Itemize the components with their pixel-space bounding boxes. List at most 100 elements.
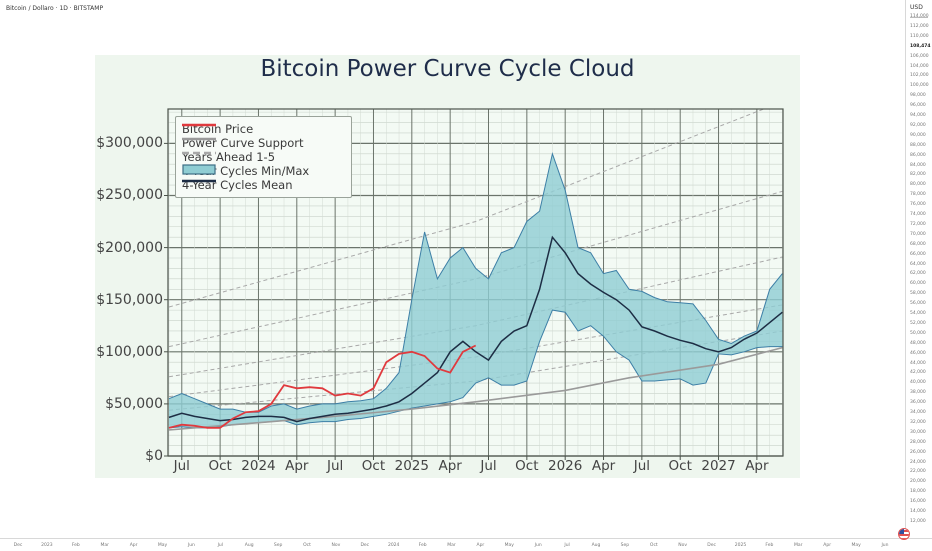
price-label: 100,000 [910, 83, 929, 89]
price-label: 92,000 [910, 122, 926, 128]
x-tick-label: Apr [285, 458, 309, 474]
time-label: Sep [620, 543, 630, 548]
price-label: 54,000 [910, 311, 926, 316]
time-label: 2024 [387, 543, 400, 548]
price-label: 74,000 [910, 212, 926, 217]
y-tick-label: $300,000 [96, 135, 163, 152]
y-tick-label: $0 [145, 448, 163, 464]
price-label: 76,000 [910, 202, 926, 208]
time-label: Sep [273, 543, 283, 548]
time-label: Mar [100, 543, 109, 548]
price-label: 68,000 [910, 241, 926, 247]
time-label: Dec [13, 543, 23, 548]
symbol-title[interactable]: Bitcoin / Dollaro · 1D · BITSTAMP [6, 5, 104, 12]
price-label: 22,000 [910, 469, 926, 475]
time-label: Nov [678, 543, 688, 548]
currency-label[interactable]: USD [910, 4, 923, 11]
x-tick-label: Jul [633, 458, 651, 474]
price-label: 104,000 [910, 63, 929, 69]
price-label: 106,000 [910, 53, 929, 59]
price-label: 34,000 [910, 410, 926, 415]
time-label: Dec [707, 543, 716, 548]
price-label: 78,000 [910, 192, 926, 198]
price-label: 110,000 [910, 33, 929, 39]
price-label: 64,000 [910, 261, 926, 267]
time-label: May [157, 543, 168, 548]
legend-bitcoin-price: Bitcoin Price [182, 122, 253, 136]
x-tick-label: Jul [173, 458, 190, 474]
price-label: 16,000 [910, 499, 926, 505]
price-label: 38,000 [910, 390, 926, 396]
price-label: 96,000 [910, 103, 926, 109]
time-axis[interactable]: Dec 2023 Feb Mar Apr May Jun Jul Aug Sep Oct Nov Dec… [0, 538, 932, 551]
time-label: May [851, 543, 861, 548]
y-tick-label: $100,000 [96, 343, 163, 360]
time-label: Oct [649, 543, 658, 548]
y-tick-label: $150,000 [96, 291, 163, 308]
legend-swatch-price [182, 123, 216, 127]
time-label: Apr [476, 543, 485, 548]
current-price-label: 108,474 [910, 43, 931, 49]
price-label: 84,000 [910, 162, 926, 168]
price-label: 70,000 [910, 231, 926, 237]
us-flag-icon[interactable] [898, 528, 910, 540]
divider [910, 17, 928, 18]
years-ahead-line-4 [168, 190, 783, 348]
time-label: Jul [564, 543, 570, 548]
x-tick-label: Apr [745, 458, 769, 474]
price-label: 14,000 [910, 509, 926, 514]
price-label: 58,000 [910, 291, 926, 297]
price-label: 18,000 [910, 489, 926, 495]
x-tick-label: 2024 [241, 458, 276, 474]
power-curve-support-line [168, 346, 783, 431]
price-label: 52,000 [910, 320, 926, 326]
price-label: 62,000 [910, 271, 926, 277]
legend-years-ahead: Years Ahead 1-5 [182, 150, 275, 164]
legend-swatch-band [182, 164, 216, 175]
x-tick-label: Apr [591, 458, 616, 474]
legend-swatch-years-ahead [182, 151, 216, 155]
time-label: Jun [534, 543, 542, 548]
x-tick-label: 2026 [547, 458, 583, 474]
price-label: 46,000 [910, 350, 926, 356]
price-label: 102,000 [910, 73, 929, 79]
time-label: Feb [71, 543, 80, 548]
price-label: 28,000 [910, 439, 926, 445]
legend-cycles-min-max: 4-Year Cycles Min/Max [182, 164, 309, 178]
price-label: 36,000 [910, 400, 926, 406]
y-tick-label: $200,000 [96, 239, 163, 256]
x-tick-label: Oct [361, 458, 386, 474]
time-label: May [504, 543, 514, 548]
x-tick-label: Jul [326, 458, 344, 474]
price-label: 56,000 [910, 301, 926, 307]
price-label: 32,000 [910, 419, 926, 425]
cycles-max-line [168, 151, 783, 413]
price-label: 26,000 [910, 449, 926, 455]
price-label: 72,000 [910, 221, 926, 227]
x-tick-label: 2027 [701, 458, 736, 474]
price-label: 66,000 [910, 251, 926, 257]
price-label: 24,000 [910, 459, 926, 465]
plot-frame [167, 108, 784, 457]
time-label: Aug [244, 543, 254, 548]
price-label: 88,000 [910, 142, 926, 148]
price-label: 60,000 [910, 281, 926, 287]
years-ahead-line-5 [168, 109, 766, 308]
chart-image: Bitcoin Power Curve Cycle Cloud $0 $50,00… [95, 55, 800, 478]
price-label: 20,000 [910, 479, 926, 485]
price-label: 80,000 [910, 182, 926, 188]
bitcoin-price-line [168, 344, 477, 429]
price-axis[interactable]: USD 114,000 112,000 110,000 108,474 106,000 1… [905, 0, 932, 538]
price-label: 44,000 [910, 360, 926, 366]
legend-cycles-mean: 4-Year Cycles Mean [182, 178, 293, 192]
time-label: Feb [418, 543, 427, 548]
time-label: 2025 [734, 543, 747, 548]
x-tick-label: Apr [438, 458, 462, 474]
price-label: 50,000 [910, 330, 926, 336]
time-label: Jul [217, 543, 224, 548]
x-tick-label: 2025 [394, 458, 429, 474]
time-label: Jun [187, 543, 195, 548]
time-label: Apr [823, 543, 832, 548]
time-label: Nov [331, 543, 341, 548]
time-label: Mar [794, 543, 803, 548]
